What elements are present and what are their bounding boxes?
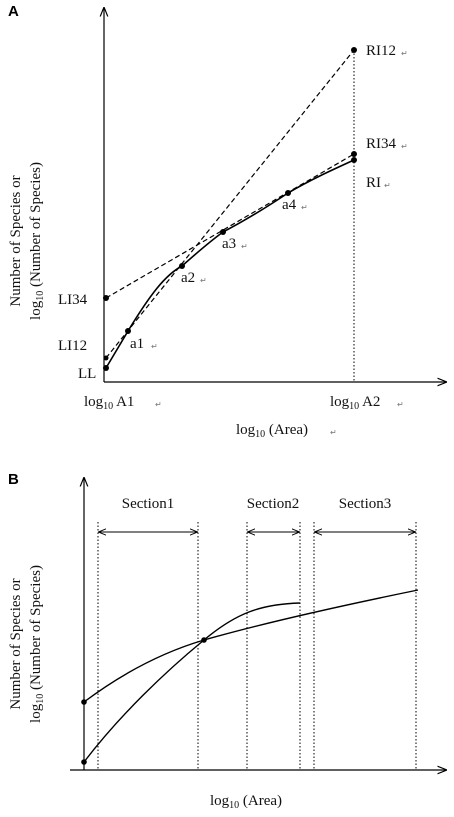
panel-a-point-a2 — [179, 263, 185, 269]
panel-a-label-a3: a3 — [222, 236, 236, 252]
panel-a-label-a1: a1 — [130, 336, 144, 352]
panel-a-mark-a3: ↵ — [241, 242, 248, 251]
panel-a-mark-a1: ↵ — [151, 342, 158, 351]
panel-a-point-ri34 — [351, 151, 357, 157]
panel-b-point-intercept-upper — [81, 699, 87, 705]
panel-a-xtick-a1: log10 A1 — [84, 394, 134, 412]
panel-a-mark-ri: ↵ — [384, 181, 391, 190]
panel-a-label-ri12: RI12 — [366, 43, 396, 59]
panel-a-y-axis-title-line1: Number of Species or — [8, 175, 24, 306]
panel-a-point-li12 — [103, 355, 109, 361]
panel-a-xtick-a2: log10 A2 — [330, 394, 380, 412]
panel-a: A LI34 LI12 LL RI12 RI34 RI a1 a2 a3 — [8, 3, 446, 440]
panel-a-point-ri — [351, 157, 357, 163]
panel-a-point-a1 — [125, 328, 131, 334]
panel-a-mark-xtick-a1: ↵ — [155, 400, 162, 409]
panel-a-label-a4: a4 — [282, 197, 297, 213]
panel-b-point-intersection — [201, 637, 207, 643]
panel-a-point-a4 — [285, 190, 291, 196]
panel-b-y-axis-title-line2: log10 (Number of Species) — [28, 565, 46, 723]
panel-a-y-axis-title-line2: log10 (Number of Species) — [28, 162, 46, 320]
panel-a-point-ri12 — [351, 47, 357, 53]
panel-b-letter: B — [8, 471, 19, 488]
panel-b-section3-label: Section3 — [339, 496, 392, 512]
panel-b-x-axis-title: log10 (Area) — [210, 793, 282, 811]
panel-a-point-a3 — [220, 229, 226, 235]
panel-a-mark-ri12: ↵ — [401, 49, 408, 58]
panel-a-mark-xlabel: ↵ — [330, 428, 337, 437]
panel-a-dashed-li12-ri12 — [105, 49, 355, 359]
panel-a-point-ll — [103, 365, 109, 371]
panel-a-mark-ri34: ↵ — [401, 142, 408, 151]
panel-b-section2-label: Section2 — [247, 496, 300, 512]
panel-b: B Section1 Section2 Section3 log10 (Area… — [8, 471, 446, 811]
panel-b-curve-steep — [83, 602, 301, 763]
panel-b-point-intercept-lower — [81, 759, 87, 765]
panel-a-x-axis-title: log10 (Area) — [236, 422, 308, 440]
panel-a-label-li12: LI12 — [58, 338, 87, 354]
panel-b-curve-shallow — [83, 589, 419, 703]
panel-a-dashed-li34-ri34 — [105, 153, 355, 299]
panel-a-label-ri: RI — [366, 175, 381, 191]
panel-a-mark-xtick-a2: ↵ — [397, 400, 404, 409]
panel-a-label-a2: a2 — [181, 270, 195, 286]
panel-a-label-li34: LI34 — [58, 292, 88, 308]
panel-a-letter: A — [8, 3, 19, 20]
panel-a-mark-a2: ↵ — [200, 276, 207, 285]
panel-a-label-ri34: RI34 — [366, 136, 397, 152]
panel-a-label-ll: LL — [78, 366, 96, 382]
panel-a-mark-a4: ↵ — [301, 203, 308, 212]
panel-a-point-li34 — [103, 295, 109, 301]
panel-b-y-axis-title-line1: Number of Species or — [8, 578, 24, 709]
panel-b-section1-label: Section1 — [122, 496, 175, 512]
